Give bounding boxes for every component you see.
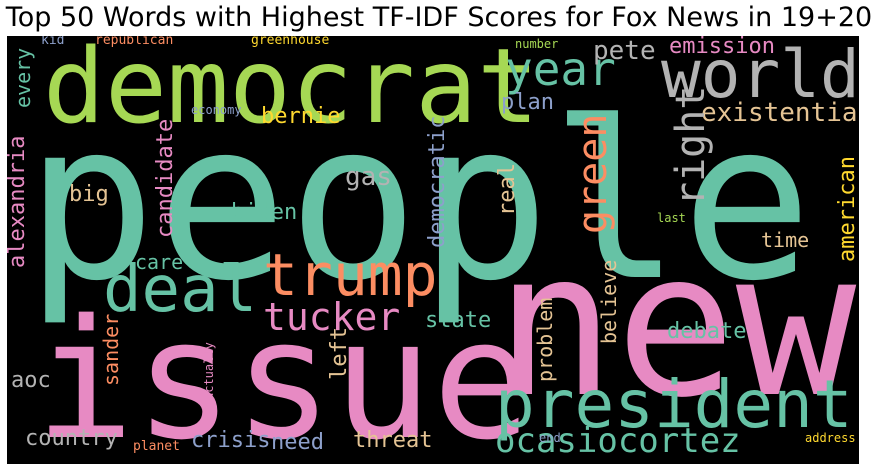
word-kid: kid (41, 36, 65, 48)
word-problem: problem (533, 297, 557, 382)
word-care: care (135, 250, 184, 274)
word-planet: planet (133, 439, 180, 454)
word-world: world (661, 36, 859, 113)
word-real: real (495, 163, 520, 216)
word-gas: gas (345, 162, 392, 192)
word-new: new (495, 209, 857, 442)
word-plan: plan (501, 90, 554, 115)
word-crisis: crisis (191, 428, 271, 453)
word-ocasiocortez: ocasiocortez (495, 421, 741, 461)
word-issue: issue (35, 284, 532, 464)
word-pete: pete (593, 36, 656, 66)
word-end: end (539, 431, 561, 445)
word-every: every (11, 47, 35, 108)
word-threat: threat (353, 428, 433, 453)
word-deal: deal (103, 253, 258, 327)
word-bernie: bernie (261, 104, 341, 129)
word-economy: economy (191, 103, 242, 117)
word-people: people (25, 76, 813, 329)
word-candidate: candidate (153, 118, 178, 238)
word-number: number (515, 37, 559, 51)
word-trump: trump (263, 241, 438, 309)
word-actually: actually (202, 342, 216, 400)
word-president: president (495, 366, 853, 443)
chart-title: Top 50 Words with Highest TF-IDF Scores … (5, 2, 873, 33)
word-left: left (327, 327, 352, 380)
word-biden: biden (231, 200, 298, 225)
word-address: address (805, 431, 856, 445)
word-republican: republican (95, 36, 174, 48)
word-debate: debate (667, 319, 747, 344)
word-tucker: tucker (263, 295, 401, 339)
word-american: american (835, 156, 859, 262)
word-sander: sander (99, 313, 123, 386)
word-big: big (69, 182, 109, 207)
word-time: time (761, 228, 810, 252)
word-right: right (668, 85, 714, 206)
word-need: need (271, 430, 324, 455)
word-alexandria: alexandria (7, 135, 30, 268)
word-aoc: aoc (11, 368, 51, 393)
word-emission: emission (669, 36, 775, 59)
word-democrat: democrat (43, 36, 540, 147)
word-cloud: people new issue democrat world presiden… (7, 36, 859, 464)
word-greenhouse: greenhouse (251, 36, 330, 48)
word-existential: existential (701, 98, 859, 128)
word-believe: believe (597, 259, 621, 344)
word-year: year (505, 42, 616, 96)
word-last: last (657, 211, 686, 225)
word-state: state (425, 308, 492, 333)
word-democratic: democratic (425, 115, 450, 248)
word-country: country (25, 426, 118, 451)
word-green: green (570, 113, 616, 234)
